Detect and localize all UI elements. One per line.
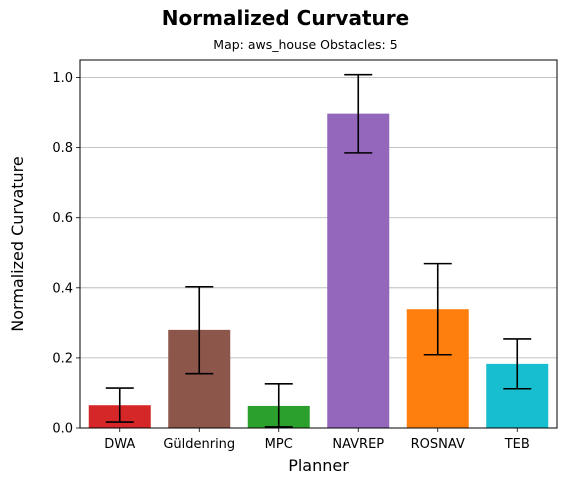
bars (88, 113, 549, 428)
chart-title: Normalized Curvature (161, 6, 410, 30)
x-axis-ticks: DWA Güldenring MPC NAVREP ROSNAV TEB (104, 428, 530, 452)
y-tick-label: 0.8 (52, 141, 73, 156)
error-bars (105, 73, 532, 428)
plot-frame (79, 59, 558, 429)
y-axis-label: Normalized Curvature (8, 156, 27, 331)
x-tick-label: MPC (265, 437, 293, 452)
y-tick-label: 0.0 (52, 422, 73, 437)
y-tick-label: 0.6 (52, 211, 73, 226)
chart-subtitle: Map: aws_house Obstacles: 5 (213, 37, 398, 52)
y-tick-label: 0.2 (52, 351, 73, 366)
x-tick-label: TEB (504, 437, 530, 452)
bar (327, 113, 390, 428)
gridlines (80, 77, 557, 429)
x-tick-label: Güldenring (163, 437, 235, 452)
x-tick-label: DWA (104, 437, 135, 452)
x-axis-label: Planner (288, 456, 349, 475)
y-axis-ticks: 0.0 0.2 0.4 0.6 0.8 1.0 (52, 71, 80, 437)
y-tick-label: 1.0 (52, 71, 73, 86)
y-tick-label: 0.4 (52, 281, 73, 296)
x-tick-label: ROSNAV (411, 437, 465, 452)
x-tick-label: NAVREP (332, 437, 384, 452)
